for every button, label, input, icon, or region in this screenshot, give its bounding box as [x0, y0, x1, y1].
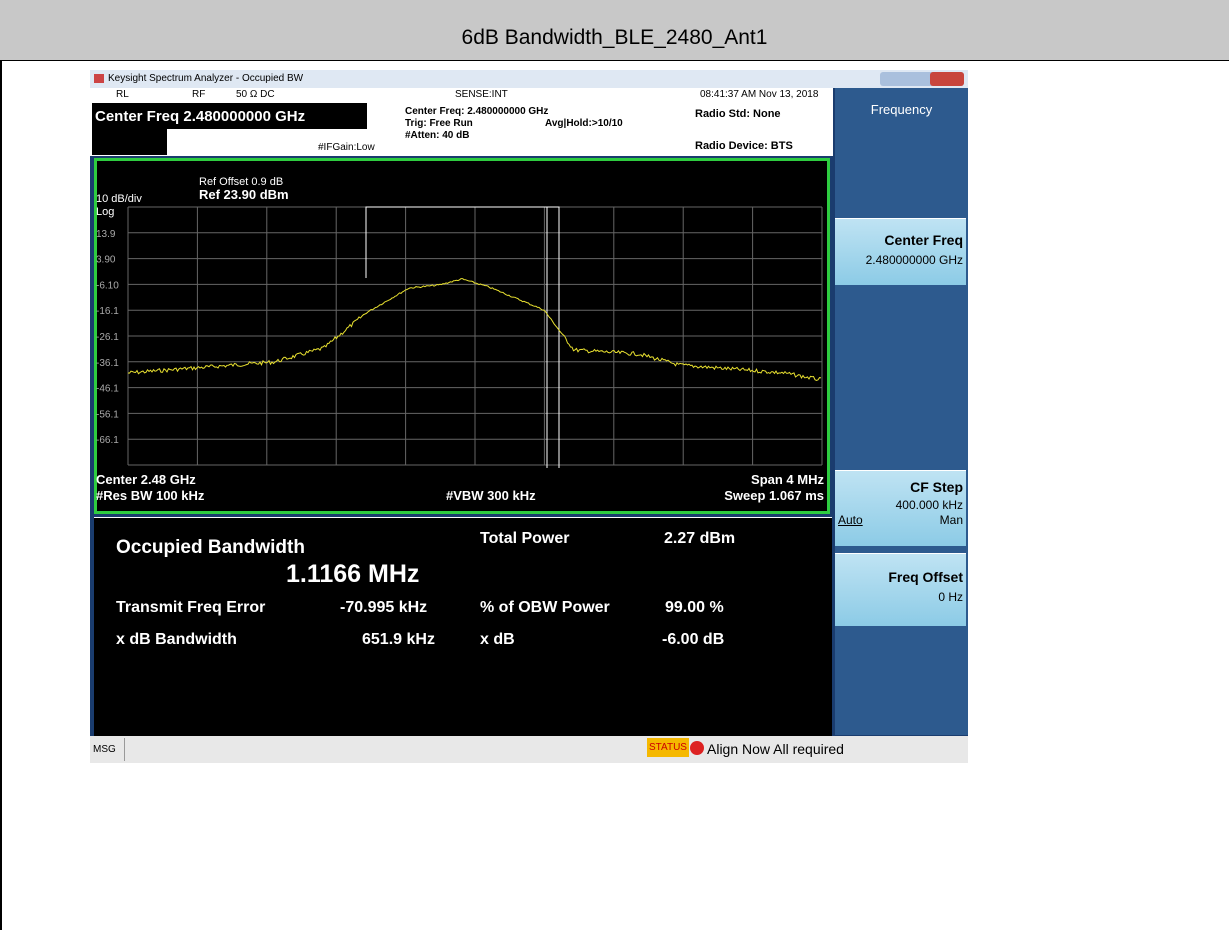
- status-message: Align Now All required: [707, 741, 844, 757]
- msg: MSG: [93, 744, 116, 755]
- softkey-cf-step[interactable]: CF Step 400.000 kHz Auto Man: [835, 470, 966, 546]
- radio-std: Radio Std: None: [695, 108, 781, 120]
- y-label: -26.1: [96, 332, 119, 343]
- ref-level: Ref 23.90 dBm: [199, 187, 289, 202]
- obw-power-value: 99.00 %: [665, 599, 724, 616]
- center: Center 2.48 GHz: [96, 472, 196, 487]
- window-icon: [94, 74, 104, 83]
- window-title: Keysight Spectrum Analyzer - Occupied BW: [108, 73, 304, 84]
- screenshot: Keysight Spectrum Analyzer - Occupied BW…: [90, 70, 968, 763]
- atten-info: #Atten: 40 dB: [405, 130, 470, 141]
- status-badge[interactable]: STATUS: [647, 738, 689, 757]
- status-row: RL RF 50 Ω DC SENSE:INT 08:41:37 AM Nov …: [90, 88, 833, 103]
- radio-device: Radio Device: BTS: [695, 140, 793, 152]
- trace: [127, 278, 822, 382]
- total-power-label: Total Power: [480, 530, 570, 547]
- status-bar: [90, 736, 968, 763]
- timestamp: 08:41:37 AM Nov 13, 2018: [700, 89, 819, 100]
- window-buttons: [880, 72, 964, 86]
- close-button[interactable]: [930, 72, 964, 86]
- xdb-bw-label: x dB Bandwidth: [116, 631, 237, 648]
- softkey-value: 2.480000000 GHz: [865, 253, 963, 267]
- error-icon: [690, 741, 704, 755]
- occupied-value: 1.1166 MHz: [286, 560, 420, 588]
- freq-error-value: -70.995 kHz: [340, 599, 428, 616]
- active-field: [92, 103, 367, 129]
- y-label: -56.1: [96, 409, 119, 420]
- softkey-label: Freq Offset: [888, 569, 963, 585]
- sense: SENSE:INT: [455, 89, 508, 100]
- y-label: -66.1: [96, 435, 119, 446]
- xdb-label: x dB: [480, 631, 515, 648]
- softkey-panel: [835, 88, 968, 735]
- y-label: -6.10: [96, 280, 119, 291]
- softkey-freq-offset[interactable]: Freq Offset 0 Hz: [835, 553, 966, 626]
- scale: 10 dB/div: [96, 193, 142, 205]
- rl: RL: [116, 89, 129, 100]
- softkey-auto: Auto: [838, 513, 863, 527]
- msg-divider: [124, 738, 125, 761]
- y-label: -46.1: [96, 384, 119, 395]
- center-info: Center Freq: 2.480000000 GHz: [405, 106, 549, 117]
- impedance: 50 Ω DC: [236, 89, 275, 100]
- avg-info: Avg|Hold:>10/10: [545, 118, 623, 129]
- menu-title: Frequency: [870, 102, 933, 117]
- softkey-label: CF Step: [910, 479, 963, 495]
- softkey-center-freq[interactable]: Center Freq 2.480000000 GHz: [835, 218, 966, 285]
- span: Span 4 MHz: [751, 472, 824, 487]
- doc-title-bar: [0, 0, 1229, 61]
- y-labels: 13.9 3.90 -6.10 -16.1 -26.1 -36.1 -46.1 -56.1 -6…: [96, 229, 119, 446]
- total-power-value: 2.27 dBm: [664, 530, 736, 547]
- softkey-value: 0 Hz: [938, 590, 963, 604]
- results-panel: [94, 517, 832, 736]
- y-label: 3.90: [96, 255, 116, 266]
- doc-title: 6dB Bandwidth_BLE_2480_Ant1: [461, 26, 768, 49]
- graph: 13.9 3.90 -6.10 -16.1 -26.1 -36.1 -46.1 -56.1 -6…: [94, 158, 830, 514]
- y-label: -16.1: [96, 306, 119, 317]
- trig-info: Trig: Free Run: [405, 118, 473, 129]
- freq-error-label: Transmit Freq Error: [116, 599, 266, 616]
- obw-power-label: % of OBW Power: [480, 599, 610, 616]
- res-bw: #Res BW 100 kHz: [96, 488, 205, 503]
- vbw: #VBW 300 kHz: [446, 488, 536, 503]
- log: Log: [96, 206, 114, 218]
- y-label: 13.9: [96, 229, 116, 240]
- ifgain: #IFGain:Low: [318, 142, 375, 153]
- rf: RF: [192, 89, 206, 100]
- window-titlebar: [90, 70, 968, 88]
- ref-offset: Ref Offset 0.9 dB: [199, 176, 283, 188]
- obw-marker: [365, 206, 560, 468]
- softkey-label: Center Freq: [884, 232, 963, 248]
- xdb-value: -6.00 dB: [662, 631, 725, 648]
- softkey-value: 400.000 kHz: [895, 498, 963, 512]
- occupied-label: Occupied Bandwidth: [116, 537, 305, 558]
- xdb-bw-value: 651.9 kHz: [362, 631, 435, 648]
- softkey-man: Man: [939, 513, 963, 527]
- sweep: Sweep 1.067 ms: [724, 488, 824, 503]
- y-label: -36.1: [96, 358, 119, 369]
- active-function: Center Freq 2.480000000 GHz: [95, 108, 306, 125]
- active-field-2: [92, 129, 167, 155]
